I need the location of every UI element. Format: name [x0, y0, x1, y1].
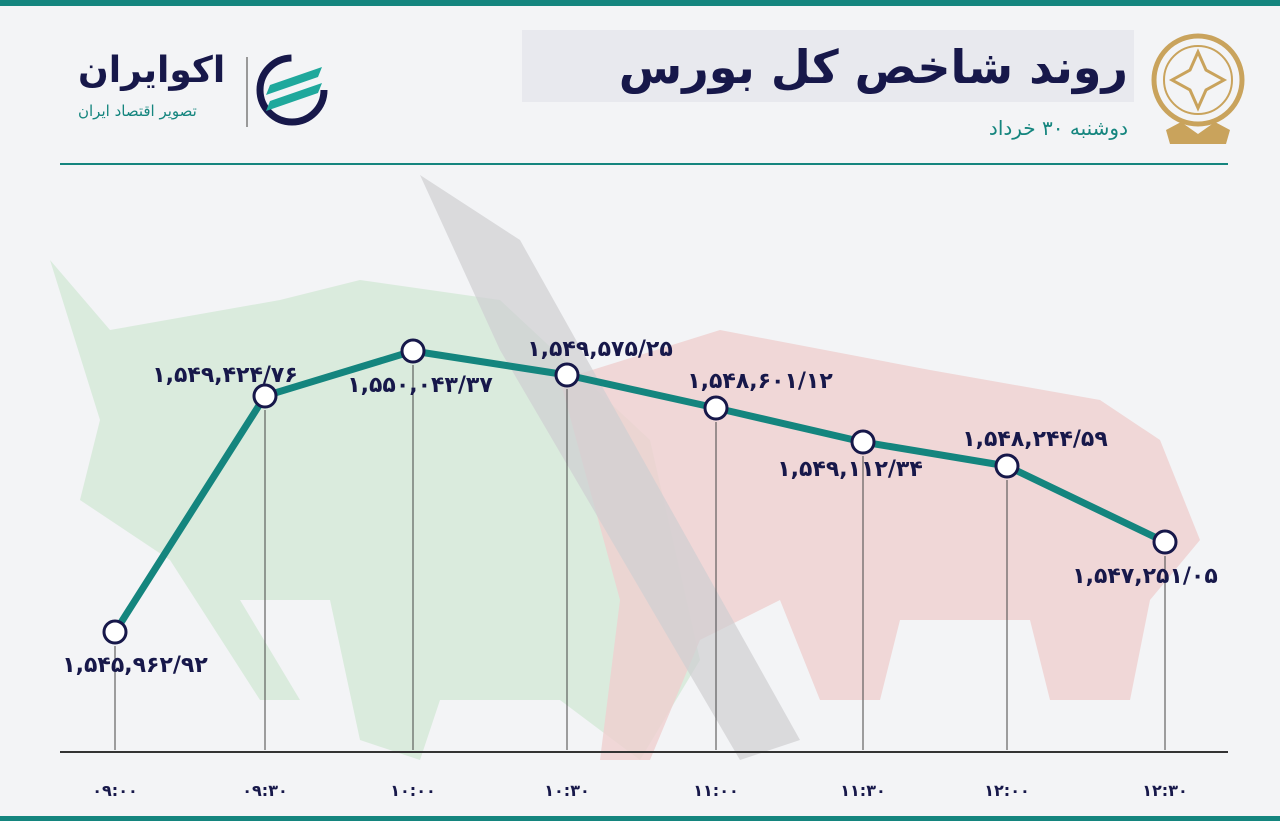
- data-point: [252, 383, 278, 409]
- bottom-accent-bar: [0, 816, 1280, 821]
- page-subtitle: دوشنبه ۳۰ خرداد: [988, 116, 1128, 140]
- x-tick-label: ۱۱:۳۰: [840, 781, 885, 800]
- data-point: [400, 338, 426, 364]
- x-tick-label: ۱۰:۰۰: [390, 781, 435, 800]
- data-point: [102, 619, 128, 645]
- data-label: ۱,۵۴۵,۹۶۲/۹۲: [62, 653, 208, 678]
- x-tick-label: ۰۹:۰۰: [92, 781, 137, 800]
- top-accent-bar: [0, 0, 1280, 6]
- data-point: [703, 395, 729, 421]
- x-tick-label: ۱۰:۳۰: [544, 781, 589, 800]
- data-label: ۱,۵۴۸,۲۴۴/۵۹: [962, 427, 1108, 452]
- data-point: [1152, 529, 1178, 555]
- x-tick-label: ۱۲:۳۰: [1142, 781, 1187, 800]
- data-point: [850, 429, 876, 455]
- brand-name: اکوایران: [78, 50, 226, 91]
- data-label: ۱,۵۴۹,۵۷۵/۲۵: [527, 337, 673, 362]
- bear-silhouette: [560, 330, 1200, 760]
- stock-exchange-seal-icon: [1151, 33, 1245, 144]
- arrow-silhouette: [420, 175, 800, 760]
- brand-tagline: تصویر اقتصاد ایران: [78, 102, 197, 120]
- x-tick-label: ۱۱:۰۰: [693, 781, 738, 800]
- x-tick-label: ۰۹:۳۰: [242, 781, 287, 800]
- data-label: ۱,۵۴۷,۲۵۱/۰۵: [1072, 564, 1218, 589]
- title-box: [522, 30, 1134, 102]
- ecoiran-logo-icon: [246, 54, 328, 127]
- page-title: روند شاخص کل بورس: [618, 40, 1128, 94]
- series-line: [112, 347, 1167, 634]
- data-label: ۱,۵۴۸,۶۰۱/۱۲: [687, 369, 833, 394]
- data-point: [994, 453, 1020, 479]
- data-label: ۱,۵۵۰,۰۴۳/۳۷: [347, 373, 493, 398]
- data-label: ۱,۵۴۹,۴۲۴/۷۶: [152, 363, 298, 388]
- x-tick-label: ۱۲:۰۰: [984, 781, 1029, 800]
- data-label: ۱,۵۴۹,۱۱۲/۳۴: [777, 457, 923, 482]
- data-point: [554, 362, 580, 388]
- header-divider: [60, 163, 1228, 165]
